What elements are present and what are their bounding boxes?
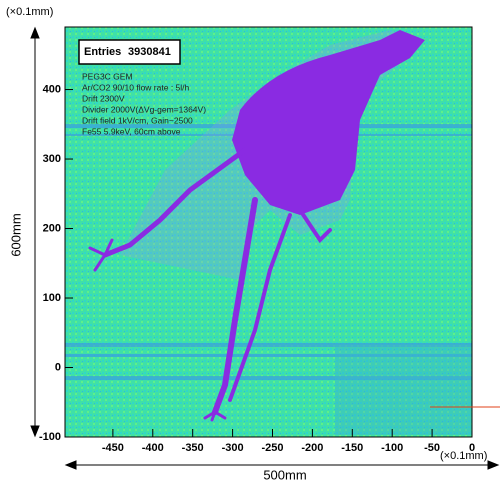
y-tick-label: 400	[43, 83, 61, 95]
plot-frame	[64, 26, 473, 438]
y-tick-label: 100	[43, 292, 61, 304]
annotation: PEG3C GEM	[82, 71, 133, 81]
annotation: Ar/CO2 90/10 flow rate : 5l/h	[82, 82, 190, 92]
x-tick-label: -100	[381, 442, 403, 454]
x-tick-label: -50	[424, 442, 440, 454]
y-tick-label: 200	[43, 222, 61, 234]
frog	[88, 30, 425, 422]
x-tick-label: 0	[469, 442, 475, 454]
y-tick-label: -100	[39, 431, 61, 443]
x-tick-label: -300	[222, 442, 244, 454]
x-tick-label: -350	[182, 442, 204, 454]
stats-label: Entries	[84, 46, 121, 58]
x-tick-label: -200	[301, 442, 323, 454]
annotation: Drift field 1kV/cm, Gain~2500	[82, 115, 193, 125]
annotation: Fe55 5.9keV, 60cm above	[82, 126, 181, 136]
y-size-label: 600mm	[8, 213, 23, 256]
dimension-arrows	[30, 26, 500, 470]
plot-area: Entries 3930841	[64, 26, 473, 438]
y-unit: (×0.1mm)	[6, 6, 53, 18]
x-tick-label: -450	[102, 442, 124, 454]
x-size-label: 500mm	[263, 467, 306, 482]
x-tick-label: -400	[142, 442, 164, 454]
annotation: Drift 2300V	[82, 93, 125, 103]
x-tick-label: -150	[341, 442, 363, 454]
x-unit: (×0.1mm)	[440, 450, 487, 462]
x-tick-label: -250	[261, 442, 283, 454]
y-tick-label: 300	[43, 153, 61, 165]
annotation: Divider 2000V(ΔVg-gem=1364V)	[82, 104, 206, 114]
stats-entries: 3930841	[128, 46, 171, 58]
stats-box	[78, 39, 181, 65]
y-tick-label: 0	[55, 361, 61, 373]
